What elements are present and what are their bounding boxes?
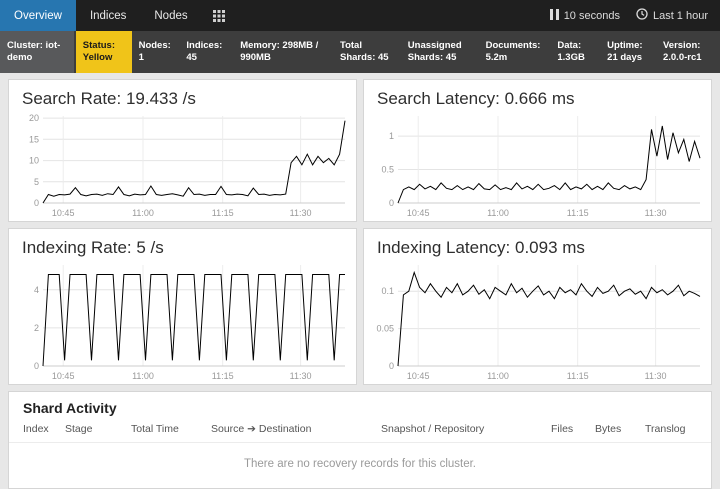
svg-text:11:30: 11:30 bbox=[645, 371, 667, 381]
svg-text:0.05: 0.05 bbox=[376, 324, 394, 334]
svg-text:1: 1 bbox=[389, 131, 394, 141]
svg-text:11:00: 11:00 bbox=[132, 371, 154, 381]
time-range-control[interactable]: Last 1 hour bbox=[636, 8, 708, 23]
indexing-rate-chart: 0 2 4 10:45 11:00 11:15 11:30 bbox=[15, 260, 350, 382]
stat-uptime: Uptime: 21 days bbox=[607, 39, 643, 63]
col-index: Index bbox=[23, 423, 49, 435]
stat-version: Version: 2.0.0-rc1 bbox=[662, 39, 702, 63]
svg-text:0: 0 bbox=[34, 198, 39, 208]
svg-text:11:30: 11:30 bbox=[290, 208, 312, 218]
refresh-interval-control[interactable]: 10 seconds bbox=[549, 8, 620, 23]
svg-text:10:45: 10:45 bbox=[407, 208, 430, 218]
search-latency-panel: Search Latency: 0.666 ms 0 0.5 1 10:45 11:00… bbox=[363, 79, 712, 222]
time-range-label[interactable]: Last 1 hour bbox=[652, 9, 708, 22]
pause-icon[interactable] bbox=[549, 8, 559, 23]
cluster-status-bar: Cluster: iot-demo Status: Yellow Nodes: … bbox=[0, 31, 720, 73]
stat-nodes: Nodes: 1 bbox=[138, 39, 171, 63]
svg-text:10:45: 10:45 bbox=[52, 208, 75, 218]
shard-activity-header-row: Index Stage Total Time Source ➔ Destinat… bbox=[9, 423, 711, 443]
stat-unassigned-shards: Unassigned Shards: 45 bbox=[407, 39, 462, 63]
clock-icon bbox=[636, 8, 648, 23]
indexing-latency-chart: 0 0.05 0.1 10:45 11:00 11:15 11:30 bbox=[370, 260, 705, 382]
nav-right-controls: 10 seconds Last 1 hour bbox=[540, 0, 720, 31]
indexing-rate-title: Indexing Rate: 5 /s bbox=[22, 238, 164, 257]
cluster-name-chip: Cluster: iot-demo bbox=[0, 31, 74, 73]
tab-overview[interactable]: Overview bbox=[0, 0, 76, 31]
shard-activity-title: Shard Activity bbox=[23, 400, 117, 416]
col-source-destination: Source ➔ Destination bbox=[211, 423, 312, 435]
indexing-latency-panel: Indexing Latency: 0.093 ms 0 0.05 0.1 10:45… bbox=[363, 228, 712, 385]
col-translog: Translog bbox=[645, 423, 686, 435]
svg-text:5: 5 bbox=[34, 177, 39, 187]
svg-text:11:00: 11:00 bbox=[487, 208, 509, 218]
svg-text:11:00: 11:00 bbox=[487, 371, 509, 381]
col-total-time: Total Time bbox=[131, 423, 179, 435]
charts-grid: Search Rate: 19.433 /s 0 5 10 15 20 10:45 11:0… bbox=[8, 79, 712, 385]
svg-text:20: 20 bbox=[29, 113, 39, 123]
tab-nodes[interactable]: Nodes bbox=[154, 9, 188, 22]
svg-text:11:30: 11:30 bbox=[290, 371, 312, 381]
apps-grid-icon[interactable] bbox=[202, 0, 236, 31]
stat-total-shards: Total Shards: 45 bbox=[339, 39, 389, 63]
search-rate-chart: 0 5 10 15 20 10:45 11:00 11:15 11:30 bbox=[15, 111, 350, 219]
col-stage: Stage bbox=[65, 423, 93, 435]
search-rate-title: Search Rate: 19.433 /s bbox=[22, 89, 196, 108]
svg-text:0: 0 bbox=[389, 198, 394, 208]
svg-text:11:30: 11:30 bbox=[645, 208, 667, 218]
col-bytes: Bytes bbox=[595, 423, 622, 435]
svg-text:0.1: 0.1 bbox=[381, 286, 394, 296]
search-latency-title: Search Latency: 0.666 ms bbox=[377, 89, 575, 108]
svg-text:15: 15 bbox=[29, 134, 39, 144]
svg-text:0: 0 bbox=[34, 361, 39, 371]
indexing-latency-title: Indexing Latency: 0.093 ms bbox=[377, 238, 585, 257]
svg-text:11:15: 11:15 bbox=[567, 371, 589, 381]
svg-text:2: 2 bbox=[34, 323, 39, 333]
svg-text:0.5: 0.5 bbox=[381, 165, 394, 175]
svg-text:11:15: 11:15 bbox=[212, 371, 234, 381]
stat-indices: Indices: 45 bbox=[186, 39, 223, 63]
main-content: Search Rate: 19.433 /s 0 5 10 15 20 10:45 11:0… bbox=[0, 73, 720, 489]
col-snapshot-repository: Snapshot / Repository bbox=[381, 423, 485, 435]
svg-text:10:45: 10:45 bbox=[52, 371, 75, 381]
cluster-status-chip: Status: Yellow bbox=[75, 31, 132, 73]
stat-memory: Memory: 298MB / 990MB bbox=[240, 39, 319, 63]
svg-text:11:00: 11:00 bbox=[132, 208, 154, 218]
nav-tabs: Overview Indices Nodes bbox=[0, 0, 236, 31]
refresh-interval-label[interactable]: 10 seconds bbox=[563, 9, 620, 22]
indexing-rate-panel: Indexing Rate: 5 /s 0 2 4 10:45 11:00 11:15 11… bbox=[8, 228, 357, 385]
svg-text:0: 0 bbox=[389, 361, 394, 371]
svg-text:10: 10 bbox=[29, 156, 39, 166]
svg-text:10:45: 10:45 bbox=[407, 371, 430, 381]
stat-data: Data: 1.3GB bbox=[557, 39, 585, 63]
stat-documents: Documents: 5.2m bbox=[485, 39, 541, 63]
svg-text:11:15: 11:15 bbox=[567, 208, 589, 218]
top-navbar: Overview Indices Nodes 10 seconds Last 1… bbox=[0, 0, 720, 31]
shard-activity-panel: Shard Activity Index Stage Total Time So… bbox=[8, 391, 712, 489]
empty-recovery-message: There are no recovery records for this c… bbox=[243, 458, 476, 470]
col-files: Files bbox=[551, 423, 574, 435]
search-rate-panel: Search Rate: 19.433 /s 0 5 10 15 20 10:45 11:0… bbox=[8, 79, 357, 222]
svg-text:4: 4 bbox=[34, 285, 39, 295]
svg-text:11:15: 11:15 bbox=[212, 208, 234, 218]
search-latency-chart: 0 0.5 1 10:45 11:00 11:15 11:30 bbox=[370, 111, 705, 219]
tab-indices[interactable]: Indices bbox=[89, 9, 127, 22]
